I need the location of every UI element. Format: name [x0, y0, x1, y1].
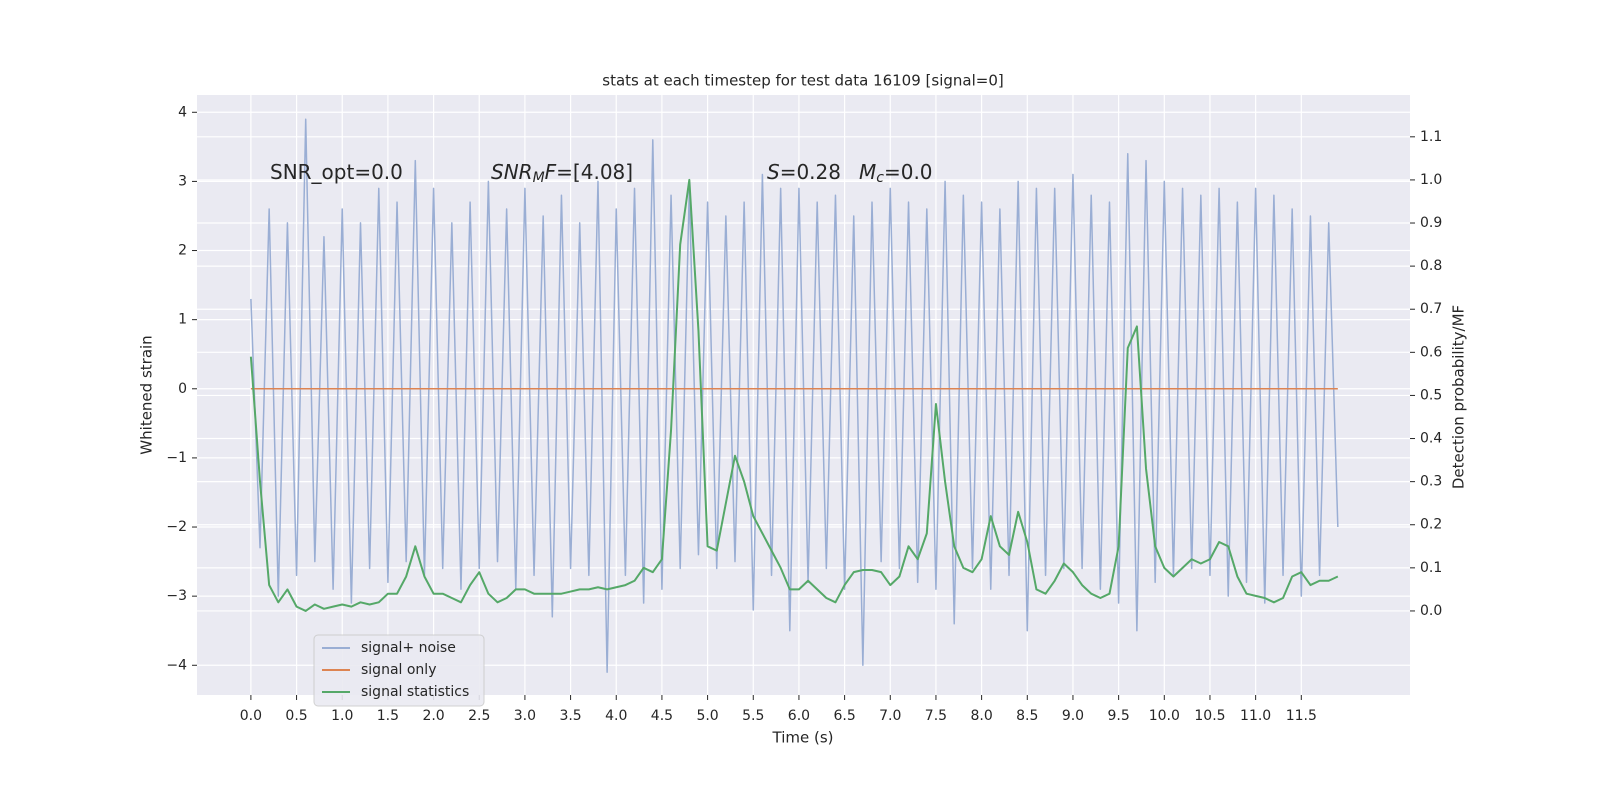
annotation-part: M [859, 160, 876, 184]
x-tick-label: 9.5 [1107, 708, 1129, 724]
x-tick-label: 6.5 [833, 708, 855, 724]
legend-label: signal only [361, 662, 436, 678]
legend-label: signal statistics [361, 684, 469, 700]
annotation-part: =[4.08] [556, 160, 633, 184]
legend-box [313, 634, 485, 707]
y2-tick-label: 0.4 [1420, 431, 1442, 447]
chart-title: stats at each timestep for test data 161… [602, 72, 1003, 90]
y-tick-label: −2 [166, 519, 187, 535]
x-tick-label: 2.5 [468, 708, 490, 724]
y2-tick-label: 0.2 [1420, 517, 1442, 533]
y2-tick-label: 0.0 [1420, 603, 1442, 619]
y-tick-label: 0 [178, 381, 187, 397]
y2-tick-label: 0.3 [1420, 474, 1442, 490]
x-axis-label: Time (s) [772, 729, 834, 747]
plot [249, 118, 1339, 673]
x-tick-label: 8.0 [970, 708, 992, 724]
x-tick-label: 3.5 [559, 708, 581, 724]
y-tick-label: −1 [166, 450, 187, 466]
x-tick-label: 0.0 [240, 708, 262, 724]
y-tick-label: 2 [178, 243, 187, 259]
x-tick-label: 10.5 [1194, 708, 1225, 724]
y-tick-label: 3 [178, 173, 187, 189]
annotation: Mc=0.0 [859, 160, 933, 187]
x-tick-label: 7.5 [925, 708, 947, 724]
series-line [249, 178, 1339, 612]
x-tick-label: 5.0 [696, 708, 718, 724]
y-tick-label: 4 [178, 104, 187, 120]
annotation: S=0.28 [767, 160, 841, 184]
x-tick-label: 0.5 [285, 708, 307, 724]
annotation: SNRMF=[4.08] [491, 160, 633, 187]
x-tick-label: 8.5 [1016, 708, 1038, 724]
y-axis-label: Whitened strain [138, 335, 156, 454]
y2-tick-label: 0.7 [1420, 301, 1442, 317]
x-tick-label: 5.5 [742, 708, 764, 724]
y-tick-label: 1 [178, 312, 187, 328]
annotation-part: F [545, 160, 557, 184]
series-line [250, 118, 1339, 673]
legend-label: signal+ noise [361, 640, 456, 656]
annotation-part: =0.0 [884, 160, 933, 184]
y2-tick-label: 0.8 [1420, 258, 1442, 274]
x-tick-label: 10.0 [1149, 708, 1180, 724]
x-tick-label: 6.0 [788, 708, 810, 724]
annotation-part: M [533, 170, 545, 186]
x-tick-label: 1.0 [331, 708, 353, 724]
annotation: SNR_opt=0.0 [270, 160, 403, 184]
y2-tick-label: 1.1 [1420, 129, 1442, 145]
x-tick-label: 1.5 [377, 708, 399, 724]
x-tick-label: 11.0 [1240, 708, 1271, 724]
y2-axis-label: Detection probability/MF [1450, 305, 1468, 489]
x-tick-label: 9.0 [1062, 708, 1084, 724]
y2-tick-label: 0.6 [1420, 344, 1442, 360]
y-tick-label: −4 [166, 657, 187, 673]
y2-tick-label: 1.0 [1420, 172, 1442, 188]
x-tick-label: 4.0 [605, 708, 627, 724]
x-tick-label: 4.5 [651, 708, 673, 724]
legend: signal+ noise signal only signal statistic… [313, 634, 485, 707]
x-tick-label: 11.5 [1286, 708, 1317, 724]
annotation-part: SNR [491, 160, 533, 184]
y2-tick-label: 0.1 [1420, 560, 1442, 576]
annotation-part: =0.28 [780, 160, 841, 184]
annotation-part: S [767, 160, 780, 184]
x-tick-label: 7.0 [879, 708, 901, 724]
annotation-part: SNR_opt=0.0 [270, 160, 403, 184]
x-tick-label: 3.0 [514, 708, 536, 724]
annotation-part: c [876, 170, 884, 186]
y2-tick-label: 0.9 [1420, 215, 1442, 231]
y-tick-label: −3 [166, 588, 187, 604]
y2-tick-label: 0.5 [1420, 387, 1442, 403]
x-tick-label: 2.0 [422, 708, 444, 724]
